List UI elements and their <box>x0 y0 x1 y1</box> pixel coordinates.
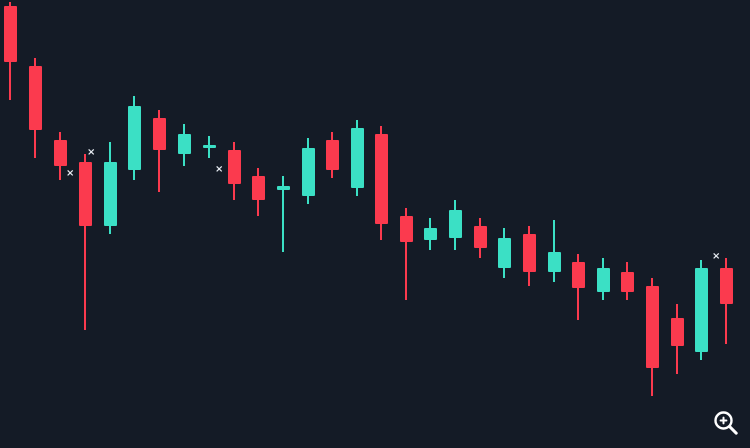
candle-body <box>719 268 733 304</box>
candle-body <box>448 210 462 238</box>
candle-body <box>28 66 42 130</box>
candle-body <box>103 162 117 226</box>
candle-body <box>596 268 610 292</box>
candle-body <box>374 134 388 224</box>
candle-body <box>78 162 92 226</box>
candle-body <box>522 234 536 272</box>
candle-wick <box>553 220 555 282</box>
candle-body <box>53 140 67 166</box>
candle-body <box>620 272 634 292</box>
candle-body <box>670 318 684 346</box>
candle-body <box>177 134 191 154</box>
candle-body <box>251 176 265 200</box>
candle-body <box>547 252 561 272</box>
candle-body <box>473 226 487 248</box>
candle-body <box>152 118 166 150</box>
zoom-in-button[interactable] <box>710 408 742 440</box>
candle-body <box>645 286 659 368</box>
candle-wick <box>405 208 407 300</box>
candle-body <box>423 228 437 240</box>
candle-body <box>571 262 585 288</box>
candle-wick <box>158 110 160 192</box>
candle-body <box>276 186 290 190</box>
candle-body <box>694 268 708 352</box>
candle-body <box>3 6 17 62</box>
candle-wick <box>282 176 284 252</box>
trade-marker: × <box>87 147 96 158</box>
candle-body <box>202 145 216 148</box>
trade-marker: × <box>66 168 75 179</box>
candle-body <box>127 106 141 170</box>
zoom-in-icon <box>711 408 741 441</box>
candle-body <box>325 140 339 170</box>
trade-marker: × <box>712 251 721 262</box>
candle-body <box>350 128 364 188</box>
candle-body <box>399 216 413 242</box>
trade-marker: × <box>215 164 224 175</box>
candle-body <box>301 148 315 196</box>
candle-body <box>227 150 241 184</box>
candle-body <box>497 238 511 268</box>
candle-wick <box>84 154 86 330</box>
